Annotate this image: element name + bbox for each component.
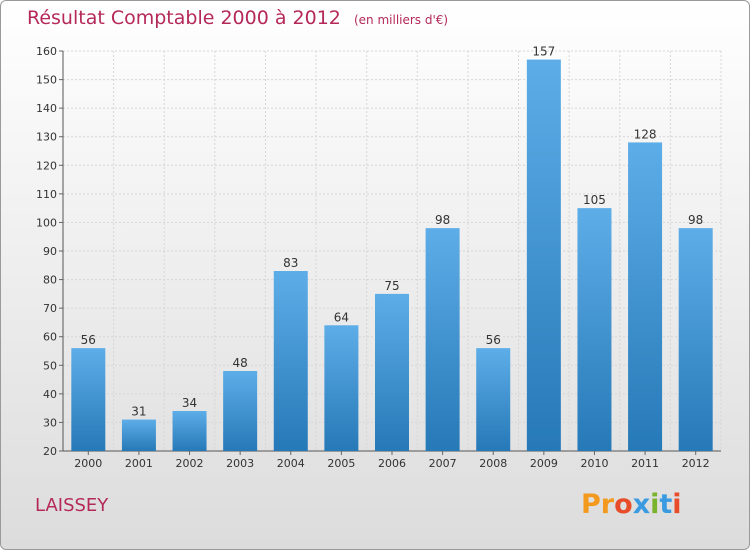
- x-tick-label: 2011: [631, 457, 659, 470]
- logo-letter: t: [659, 489, 673, 520]
- y-tick-label: 110: [36, 188, 57, 201]
- y-tick-label: 100: [36, 216, 57, 229]
- logo-letter: o: [614, 489, 633, 520]
- y-tick-label: 70: [43, 302, 57, 315]
- bar-2003[interactable]: [223, 371, 258, 451]
- data-label: 64: [334, 310, 349, 324]
- proxiti-logo[interactable]: Proxiti: [581, 489, 682, 520]
- y-tick-label: 160: [36, 45, 57, 58]
- x-tick-label: 2007: [429, 457, 457, 470]
- x-tick-label: 2008: [479, 457, 507, 470]
- data-label: 56: [486, 333, 501, 347]
- y-tick-label: 150: [36, 74, 57, 87]
- data-label: 75: [384, 279, 399, 293]
- bar-2007[interactable]: [425, 228, 460, 451]
- y-tick-label: 60: [43, 331, 57, 344]
- logo-letter: i: [650, 489, 660, 520]
- y-tick-label: 140: [36, 102, 57, 115]
- y-tick-label: 130: [36, 131, 57, 144]
- x-tick-label: 2005: [327, 457, 355, 470]
- x-tick-label: 2012: [682, 457, 710, 470]
- bar-2002[interactable]: [172, 411, 207, 451]
- x-tick-label: 2000: [74, 457, 102, 470]
- data-label: 98: [688, 213, 703, 227]
- chart-title-text: Résultat Comptable 2000 à 2012: [27, 7, 341, 29]
- bar-2001[interactable]: [121, 419, 156, 451]
- logo-letter: P: [581, 489, 601, 520]
- data-label: 83: [283, 256, 298, 270]
- y-tick-label: 90: [43, 245, 57, 258]
- bar-2005[interactable]: [324, 325, 359, 451]
- logo-letter: i: [672, 489, 682, 520]
- y-tick-label: 50: [43, 359, 57, 372]
- y-tick-label: 40: [43, 388, 57, 401]
- x-tick-label: 2001: [125, 457, 153, 470]
- bar-2010[interactable]: [577, 208, 612, 451]
- bar-2009[interactable]: [526, 59, 561, 451]
- data-label: 105: [583, 193, 606, 207]
- bar-2004[interactable]: [273, 271, 308, 451]
- bar-2008[interactable]: [476, 348, 511, 451]
- data-label: 48: [233, 356, 248, 370]
- tick-labels: 20 30 40 50 60 70 80 90 100 110 120 130 140 150 160 200…: [36, 45, 710, 470]
- y-tick-label: 20: [43, 445, 57, 458]
- data-label: 128: [634, 127, 657, 141]
- y-tick-label: 30: [43, 416, 57, 429]
- logo-letter: x: [632, 489, 651, 520]
- x-tick-label: 2004: [277, 457, 305, 470]
- bar-2011[interactable]: [628, 142, 663, 451]
- chart-unit-text: (en milliers d'€): [353, 13, 449, 27]
- bar-2000[interactable]: [71, 348, 106, 451]
- bar-2012[interactable]: [678, 228, 713, 451]
- data-label: 98: [435, 213, 450, 227]
- x-tick-label: 2009: [530, 457, 558, 470]
- y-tick-label: 80: [43, 274, 57, 287]
- data-labels: 56 31 34 48 83 64 75 98 56 157 105 128 98: [81, 45, 704, 419]
- chart-title: Résultat Comptable 2000 à 2012 (en milli…: [27, 7, 448, 29]
- logo-letter: r: [600, 489, 615, 520]
- data-label: 34: [182, 396, 197, 410]
- y-tick-label: 120: [36, 159, 57, 172]
- bars: [71, 59, 713, 451]
- bar-2006[interactable]: [375, 293, 409, 451]
- x-tick-label: 2010: [580, 457, 608, 470]
- data-label: 31: [131, 405, 146, 419]
- data-label: 157: [532, 45, 555, 59]
- x-tick-label: 2006: [378, 457, 406, 470]
- data-label: 56: [81, 333, 96, 347]
- place-name: LAISSEY: [35, 495, 109, 516]
- x-tick-label: 2003: [226, 457, 254, 470]
- x-tick-label: 2002: [176, 457, 204, 470]
